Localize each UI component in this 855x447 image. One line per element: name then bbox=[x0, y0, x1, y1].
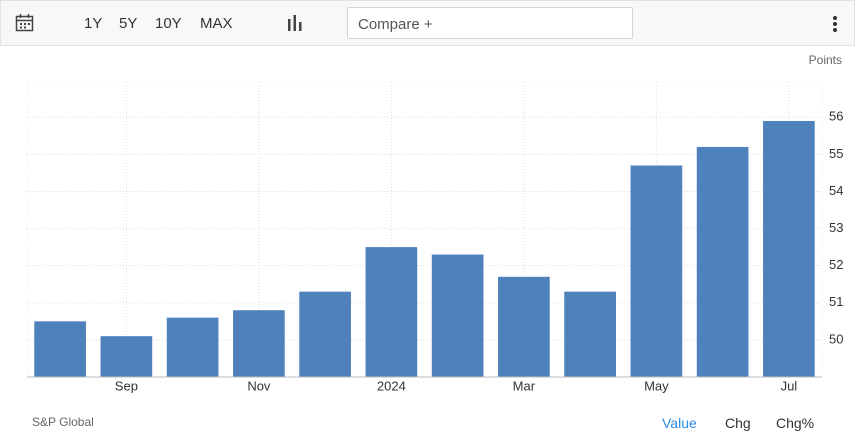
y-tick-label: 51 bbox=[829, 294, 843, 309]
bar bbox=[34, 321, 86, 377]
x-tick-label: Mar bbox=[513, 378, 536, 393]
toolbar: 1Y 5Y 10Y MAX Compare + bbox=[0, 0, 855, 46]
bar bbox=[233, 310, 285, 377]
more-menu[interactable] bbox=[831, 15, 839, 33]
y-tick-label: 53 bbox=[829, 220, 843, 235]
x-tick-label: May bbox=[644, 378, 669, 393]
plot-frame bbox=[26, 81, 823, 378]
bar bbox=[763, 120, 815, 377]
bar bbox=[498, 276, 550, 377]
x-tick-label: Sep bbox=[115, 378, 138, 393]
range-button[interactable]: 10Y bbox=[155, 15, 182, 32]
unit-label: Points bbox=[809, 53, 842, 67]
tab[interactable]: Chg bbox=[725, 415, 751, 431]
y-tick-label: 54 bbox=[829, 183, 843, 198]
y-tick-label: 50 bbox=[829, 331, 843, 346]
bar bbox=[299, 291, 351, 377]
range-button[interactable]: 5Y bbox=[119, 15, 138, 32]
y-tick-label: 55 bbox=[829, 146, 843, 161]
x-tick-label: 2024 bbox=[377, 378, 406, 393]
bar bbox=[365, 247, 418, 377]
y-tick-label: 56 bbox=[829, 109, 843, 124]
bar bbox=[166, 317, 219, 377]
x-tick-label: Nov bbox=[247, 378, 271, 393]
bar bbox=[431, 254, 484, 377]
source: S&P Global bbox=[32, 415, 94, 429]
bar bbox=[100, 336, 153, 377]
tab[interactable]: Value bbox=[662, 415, 697, 431]
calendar-icon[interactable] bbox=[15, 13, 35, 33]
range-button[interactable]: MAX bbox=[200, 15, 233, 32]
tab[interactable]: Chg% bbox=[776, 415, 815, 431]
x-tick-label: Jul bbox=[781, 378, 798, 393]
chart-type-icon[interactable] bbox=[286, 14, 304, 32]
range-button[interactable]: 1Y bbox=[84, 15, 103, 32]
y-tick-label: 52 bbox=[829, 257, 843, 272]
bar bbox=[630, 165, 683, 377]
compare-input[interactable]: Compare + bbox=[347, 7, 633, 39]
bar bbox=[564, 291, 616, 377]
bar bbox=[696, 146, 749, 377]
chart: Points S&P Global 50 51 52 53 54 55 56 Sep Nov 20… bbox=[26, 53, 843, 429]
